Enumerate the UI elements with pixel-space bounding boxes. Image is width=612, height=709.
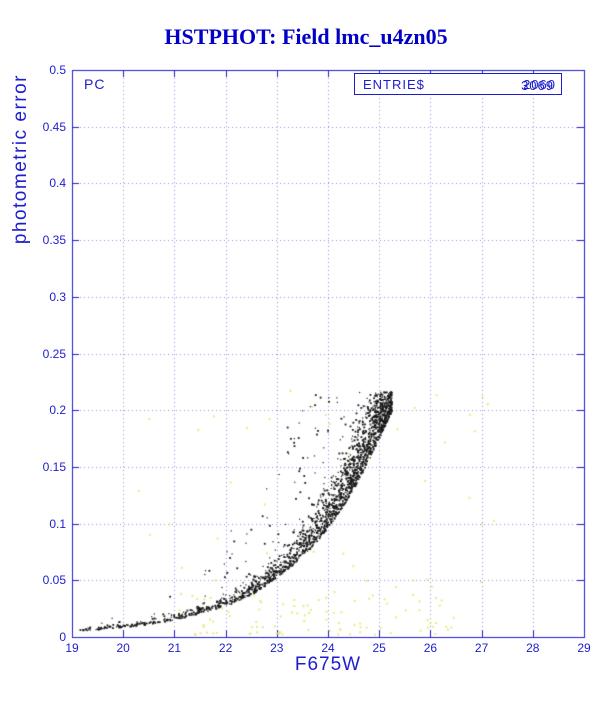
- x-tick-label-26: 26: [423, 641, 438, 655]
- x-tick-label-20: 20: [116, 641, 130, 655]
- y-tick-label-0.45: 0.45: [42, 119, 66, 134]
- chip-label: PC: [84, 76, 106, 92]
- y-tick-label-0.2: 0.2: [49, 403, 66, 418]
- x-tick-label-21: 21: [167, 641, 182, 655]
- y-tick-label-0.3: 0.3: [49, 289, 66, 304]
- x-axis-label: F675W: [294, 654, 362, 675]
- entries-value-2: 3069: [521, 78, 554, 93]
- entries-values: 2060 3069: [492, 77, 556, 93]
- x-tick-label-28: 28: [526, 641, 540, 655]
- y-tick-label-0.1: 0.1: [49, 516, 66, 531]
- x-tick-label-29: 29: [577, 641, 591, 655]
- x-tick-label-27: 27: [474, 641, 489, 655]
- stats-box: ENTRIE$ 2060 3069: [354, 73, 562, 95]
- x-tick-label-24: 24: [321, 641, 335, 655]
- y-axis-label: photometric error: [10, 74, 31, 245]
- y-tick-label-0.05: 0.05: [42, 573, 66, 588]
- x-tick-label-25: 25: [372, 641, 386, 655]
- y-tick-label-0.25: 0.25: [42, 346, 66, 361]
- entries-value-1: 2060: [523, 77, 556, 92]
- y-tick-label-0.35: 0.35: [42, 233, 66, 248]
- y-tick-label-0.4: 0.4: [49, 176, 66, 191]
- x-tick-label-23: 23: [270, 641, 284, 655]
- y-tick-label-0.15: 0.15: [42, 459, 66, 474]
- y-tick-label-0.5: 0.5: [49, 63, 66, 77]
- entries-label: ENTRIE$: [363, 77, 425, 92]
- x-tick-label-19: 19: [65, 641, 79, 655]
- x-tick-label-22: 22: [218, 641, 233, 655]
- page-title: HSTPHOT: Field lmc_u4zn05: [164, 24, 448, 49]
- y-tick-label-0: 0: [59, 630, 66, 644]
